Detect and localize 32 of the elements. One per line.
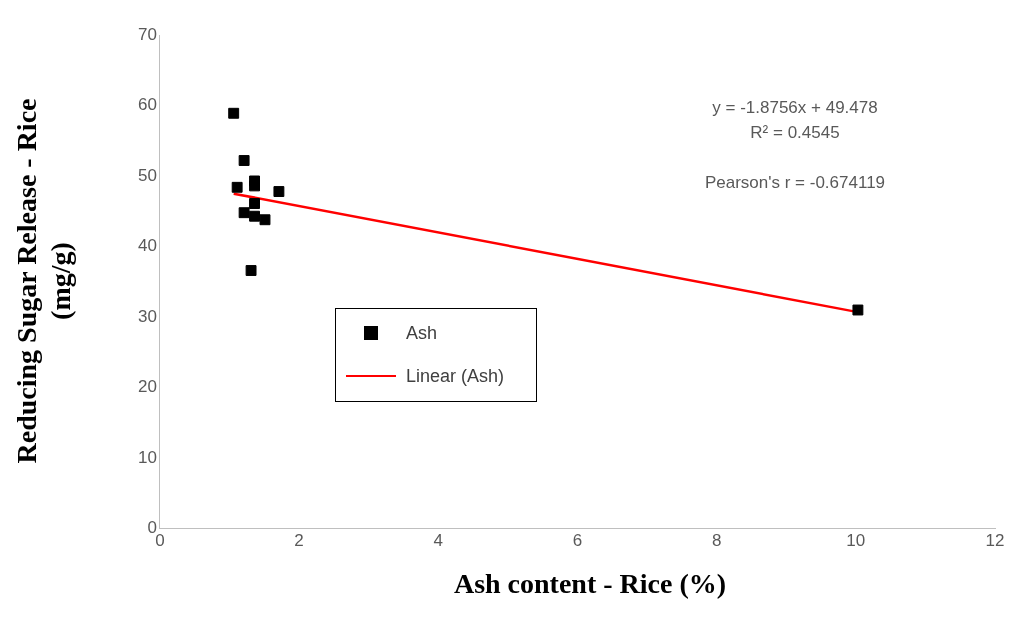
point [249, 198, 260, 209]
point [228, 107, 240, 119]
annotation: R² = 0.4545 [749, 122, 841, 144]
y-tick-label: 50 [137, 165, 157, 185]
point [231, 181, 243, 193]
y-tick-label: 20 [137, 377, 157, 397]
legend-label: Linear (Ash) [406, 365, 505, 387]
point [259, 214, 271, 226]
x-tick-label: 10 [846, 531, 866, 551]
x-tick-label: 6 [572, 531, 583, 551]
point [249, 180, 260, 192]
y-tick-label: 70 [137, 24, 157, 44]
x-axis-title: Ash content - Rice (%) [452, 568, 728, 600]
point [273, 186, 285, 197]
x-tick-label: 4 [433, 531, 444, 551]
point [249, 210, 260, 222]
annotation: Pearson's r = -0.674119 [703, 172, 887, 194]
x-tick-label: 12 [985, 531, 1005, 551]
annotation: y = -1.8756x + 49.478 [711, 97, 879, 119]
y-tick-label: 40 [137, 236, 157, 256]
point [238, 207, 250, 219]
x-tick-label: 8 [711, 531, 722, 551]
point [245, 265, 257, 276]
x-tick-label: 2 [294, 531, 304, 551]
y-tick-label: 0 [147, 518, 157, 538]
point [238, 155, 250, 166]
y-axis-title: Reducing Sugar Release - Rice (mg/g) [10, 97, 77, 466]
y-tick-label: 10 [137, 447, 157, 467]
legend-label: Ash [406, 322, 438, 344]
point [852, 304, 864, 316]
y-tick-label: 60 [137, 95, 157, 115]
y-tick-label: 30 [137, 306, 157, 326]
